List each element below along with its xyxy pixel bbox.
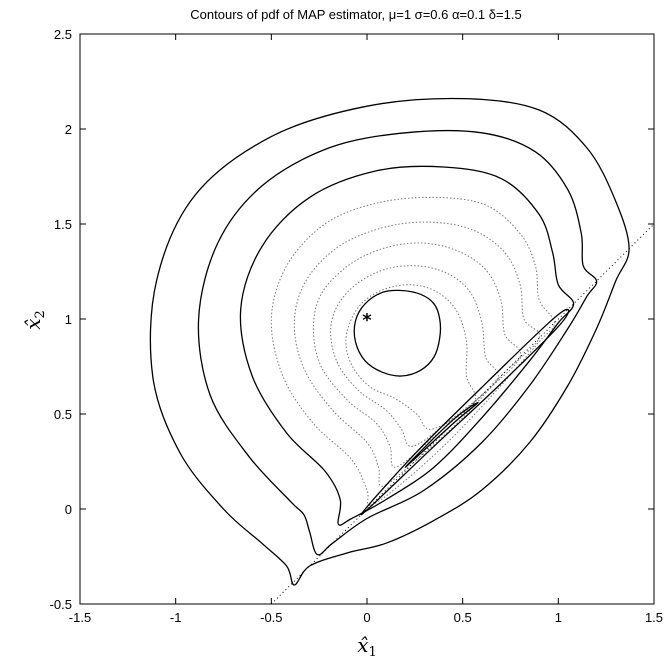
contour-line-7 — [330, 265, 499, 447]
x-axis-label: x̂1 — [357, 633, 377, 656]
y-tick-label: 1.5 — [54, 217, 72, 232]
x-tick-label: 0.5 — [454, 610, 472, 625]
chart-title: Contours of pdf of MAP estimator, μ=1 σ=… — [190, 7, 521, 22]
x-axis-label-main: x̂ — [357, 633, 368, 656]
y-tick-label: 2 — [65, 122, 72, 137]
contour-line-9 — [353, 289, 442, 377]
y-tick-label: 2.5 — [54, 27, 72, 42]
contour-lines — [149, 97, 630, 586]
x-tick-label: 1 — [555, 610, 562, 625]
contour-line-4 — [270, 196, 556, 506]
y-axis-ticks: -0.5 0 0.5 1 1.5 2 2.5 — [50, 27, 654, 612]
contour-line-10 — [360, 308, 570, 516]
true-mean-marker: * — [362, 310, 372, 331]
x-axis-label-subscript: 1 — [369, 645, 377, 656]
x-tick-label: -1.5 — [69, 610, 91, 625]
x-tick-label: -0.5 — [260, 610, 282, 625]
y-tick-label: 0.5 — [54, 407, 72, 422]
y-tick-label: -0.5 — [50, 597, 72, 612]
x-tick-label: -1 — [170, 610, 182, 625]
y-tick-label: 1 — [65, 312, 72, 327]
contour-line-3 — [239, 165, 575, 526]
contour-line-1 — [149, 97, 630, 586]
contour-line-2 — [197, 130, 598, 556]
contour-line-6 — [312, 242, 522, 468]
y-tick-label: 0 — [65, 502, 72, 517]
x-axis-ticks: -1.5 -1 -0.5 0 0.5 1 1.5 — [69, 34, 663, 625]
y-axis-label-main: x̂ — [21, 319, 45, 330]
y-axis-label-subscript: 2 — [33, 310, 48, 318]
x-tick-label: 1.5 — [645, 610, 663, 625]
y-axis-label: x̂2 — [21, 310, 48, 330]
x-tick-label: 0 — [363, 610, 370, 625]
contour-line-11 — [404, 401, 479, 468]
